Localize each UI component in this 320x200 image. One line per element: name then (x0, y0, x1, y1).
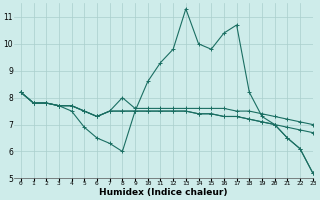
X-axis label: Humidex (Indice chaleur): Humidex (Indice chaleur) (100, 188, 228, 197)
